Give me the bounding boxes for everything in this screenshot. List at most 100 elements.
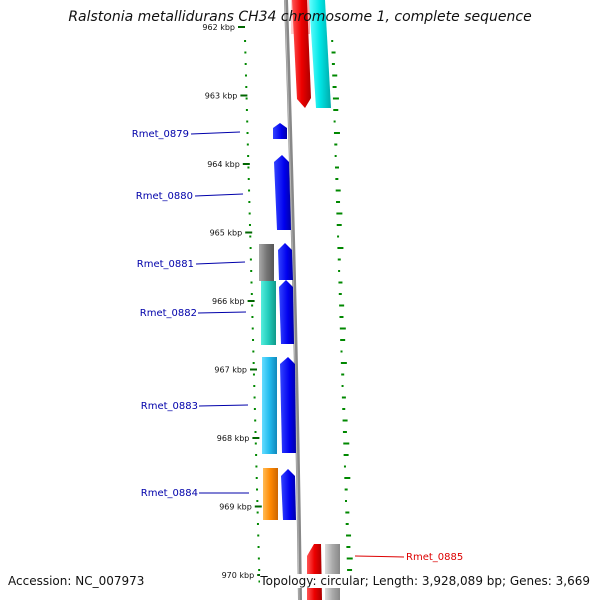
gc-skew-mark — [342, 431, 347, 433]
gc-skew-mark — [332, 97, 339, 100]
gc-skew-mark — [334, 143, 338, 146]
gc-skew-mark — [248, 224, 251, 226]
cds-reverse-top — [292, 0, 311, 108]
gc-skew-mark — [331, 40, 334, 42]
gc-skew-mark — [340, 339, 346, 341]
gc-skew-mark — [247, 166, 250, 169]
gene-label[interactable]: Rmet_0883 — [141, 401, 198, 412]
gc-skew-mark — [331, 51, 336, 54]
gc-skew-mark — [248, 212, 251, 215]
gc-skew-mark — [258, 580, 261, 583]
gene-label[interactable]: Rmet_0884 — [141, 488, 198, 499]
kbp-label: 962 kbp — [202, 23, 235, 32]
gc-skew-mark — [341, 396, 346, 399]
gc-skew-mark — [255, 477, 258, 479]
gene-label[interactable]: Rmet_0879 — [132, 129, 189, 140]
gc-skew-mark — [256, 500, 259, 502]
gc-skew-mark — [246, 143, 249, 146]
backbone-arc-highlight — [284, 0, 300, 600]
gc-skew-mark — [343, 454, 349, 456]
gc-skew-mark — [251, 327, 254, 330]
gc-skew-mark — [255, 454, 258, 456]
gene-label[interactable]: Rmet_0885 — [406, 552, 463, 563]
gc-skew-mark — [252, 373, 255, 376]
kbp-label: 963 kbp — [205, 92, 238, 101]
gc-skew-mark — [257, 557, 260, 560]
gc-skew-mark — [250, 293, 253, 295]
gene-label[interactable]: Rmet_0881 — [137, 259, 194, 270]
gc-skew-mark — [247, 155, 250, 157]
gc-skew-mark — [331, 63, 335, 65]
gc-skew-mark — [338, 270, 341, 272]
gc-skew-mark — [335, 178, 339, 180]
gc-skew-mark — [347, 569, 353, 571]
gc-skew-mark — [339, 316, 344, 318]
kbp-label: 969 kbp — [219, 503, 252, 512]
gc-skew-mark — [345, 511, 350, 514]
kbp-scale: 962 kbp 963 kbp 964 kbp 965 kbp 966 kbp 967 k… — [202, 23, 265, 580]
gc-skew-mark — [343, 442, 350, 445]
gc-skew-mark — [244, 74, 247, 77]
gc-skew-mark — [336, 212, 343, 215]
cds-forward-0882 — [279, 280, 294, 344]
kbp-label: 966 kbp — [212, 297, 245, 306]
gc-skew-mark — [257, 534, 260, 537]
gc-skew-mark — [341, 373, 345, 376]
gc-skew-mark — [340, 350, 343, 353]
gc-skew-mark — [252, 362, 255, 364]
cds-forward-0883 — [280, 357, 296, 453]
gc-skew-mark — [251, 304, 254, 307]
gc-skew-mark — [334, 155, 337, 157]
gc-skew-mark — [336, 201, 341, 203]
gc-skew-mark — [246, 120, 249, 123]
gc-skew-mark — [244, 51, 247, 54]
gc-skew-mark — [250, 270, 253, 272]
cds-reverse-0885 — [307, 544, 322, 600]
gc-skew-mark — [336, 224, 342, 226]
gc-skew-mark — [244, 63, 247, 65]
gc-skew-mark — [254, 442, 257, 445]
cog-orange-0884 — [263, 468, 278, 520]
gc-skew-mark — [249, 235, 252, 238]
gc-skew-mark — [334, 166, 339, 169]
gc-skew-mark — [254, 431, 257, 433]
gc-skew-mark — [338, 281, 343, 284]
cog-lightblue-0883 — [262, 357, 277, 454]
kbp-label: 964 kbp — [207, 160, 240, 169]
kbp-label: 970 kbp — [222, 571, 255, 580]
cds-forward-0884 — [281, 469, 296, 520]
gc-skew-mark — [332, 86, 337, 88]
backbone-arc — [284, 0, 302, 600]
gene-labels: Rmet_0879 Rmet_0880 Rmet_0881 Rmet_0882 … — [132, 129, 463, 563]
gc-skew-mark — [257, 546, 260, 548]
gc-skew-mark — [244, 40, 247, 42]
gene-label[interactable]: Rmet_0880 — [136, 191, 193, 202]
gc-skew-mark — [253, 385, 256, 387]
gc-skew-mark — [340, 362, 347, 364]
gc-skew-mark — [346, 534, 352, 537]
gc-skew-mark — [256, 488, 259, 491]
gc-skew-mark — [345, 523, 349, 525]
gc-skew-mark — [248, 201, 251, 203]
gc-skew-mark — [255, 465, 258, 468]
gc-skew-mark — [337, 258, 341, 261]
gc-skew-mark — [246, 132, 249, 134]
gc-skew-mark — [342, 419, 348, 422]
gc-skew-mark — [245, 109, 248, 111]
cog-gray-0881 — [259, 244, 274, 281]
gc-skew-mark — [258, 569, 261, 571]
gc-skew-mark — [256, 511, 259, 514]
gc-skew-mark — [346, 557, 353, 560]
gc-skew-mark — [256, 523, 259, 525]
gc-skew-mark — [338, 293, 342, 295]
gc-skew-mark — [339, 327, 346, 330]
gc-skew-mark — [344, 477, 351, 479]
gc-skew-mark — [339, 304, 345, 307]
gc-skew-mark — [249, 258, 252, 261]
map-title: Ralstonia metallidurans CH34 chromosome … — [68, 9, 532, 25]
gc-skew-mark — [253, 396, 256, 399]
gc-skew-mark — [252, 350, 255, 353]
gc-skew-mark — [254, 419, 257, 422]
gene-label[interactable]: Rmet_0882 — [140, 308, 197, 319]
gc-skew-mark — [252, 339, 255, 341]
